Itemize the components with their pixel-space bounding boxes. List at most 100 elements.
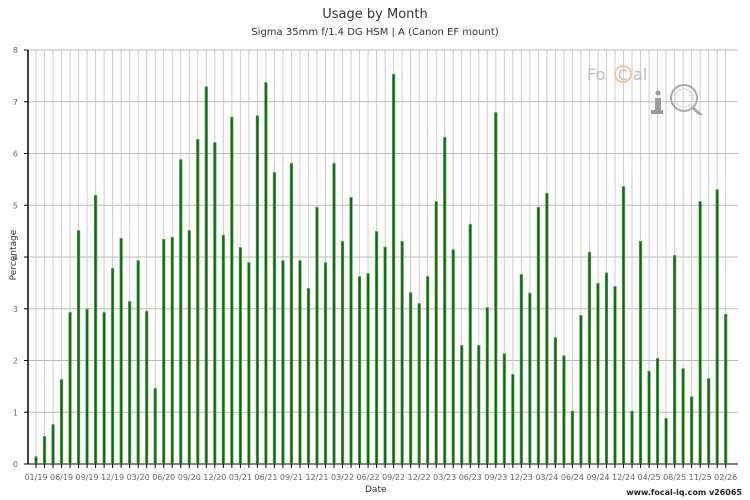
bar-core <box>60 380 63 464</box>
x-tick-label: 09/19 <box>76 473 99 482</box>
y-tick-label: 0 <box>13 460 18 469</box>
bar-core <box>137 261 140 464</box>
bar-core <box>452 250 455 464</box>
bar-core <box>196 140 199 464</box>
x-tick-label: 12/22 <box>408 473 431 482</box>
bar-core <box>435 202 438 465</box>
x-tick-label: 03/20 <box>127 473 150 482</box>
bar-core <box>571 411 574 464</box>
x-tick-label: 09/20 <box>178 473 201 482</box>
bar-core <box>707 379 710 464</box>
x-tick-label: 12/20 <box>203 473 226 482</box>
bar-core <box>145 311 148 464</box>
svg-text:C: C <box>618 68 628 84</box>
bar-core <box>614 286 616 464</box>
x-tick-label: 12/23 <box>510 473 533 482</box>
bar-core <box>239 248 242 464</box>
bar-core <box>443 137 446 464</box>
x-tick-label: 06/20 <box>152 473 175 482</box>
bar-core <box>188 231 191 464</box>
bar-core <box>247 263 250 464</box>
bar-core <box>588 252 591 464</box>
x-tick-label: 12/24 <box>612 473 635 482</box>
bar-core <box>222 235 225 464</box>
bar-core <box>52 425 54 464</box>
x-tick-label: 08/25 <box>663 473 686 482</box>
bar-core <box>341 241 344 464</box>
x-tick-label: 03/21 <box>229 473 252 482</box>
bar-core <box>656 358 659 464</box>
bar-core <box>324 263 327 464</box>
x-tick-label: 06/22 <box>357 473 380 482</box>
bar-core <box>290 163 293 464</box>
bar-core <box>503 354 506 464</box>
bar-core <box>111 268 114 464</box>
bar-core <box>665 418 667 464</box>
bar-core <box>358 277 361 464</box>
footer-watermark: www.focal-iq.com v26065 <box>626 488 742 497</box>
bar-core <box>631 411 633 464</box>
bar-core <box>469 224 472 464</box>
chart-title: Usage by Month <box>322 7 428 22</box>
bar-core <box>316 207 318 465</box>
x-tick-label: 06/19 <box>50 473 73 482</box>
svg-text:al: al <box>633 65 647 84</box>
bar-core <box>171 237 174 464</box>
bar-core <box>597 283 599 464</box>
x-tick-label: 09/24 <box>586 473 609 482</box>
bar-core <box>179 160 182 464</box>
bar-core <box>639 241 642 464</box>
bar-core <box>486 308 489 464</box>
bar-core <box>205 87 208 464</box>
bar-core <box>350 197 352 464</box>
bar-core <box>213 143 216 465</box>
bar-core <box>563 356 565 464</box>
bar-core <box>392 74 395 465</box>
x-tick-label: 01/19 <box>24 473 47 482</box>
bar-core <box>230 117 233 464</box>
bar-core <box>460 345 463 464</box>
y-axis-label: Percentage <box>9 229 19 281</box>
x-tick-label: 09/23 <box>484 473 507 482</box>
bar-core <box>69 312 71 464</box>
bar-core <box>86 309 88 464</box>
bar-core <box>520 275 523 464</box>
bar-core <box>494 113 497 464</box>
x-tick-label: 09/21 <box>280 473 303 482</box>
bar-core <box>545 193 548 464</box>
bar-core <box>648 371 650 464</box>
bar-core <box>384 247 387 464</box>
bar-core <box>528 293 531 464</box>
x-tick-label: 09/22 <box>382 473 405 482</box>
x-tick-label: 03/22 <box>331 473 354 482</box>
bar-core <box>426 277 429 464</box>
bar-core <box>580 315 582 464</box>
bar-core <box>299 261 301 464</box>
bar-core <box>537 207 540 465</box>
bar-core <box>333 163 335 464</box>
bar-core <box>103 312 106 464</box>
x-tick-label: 06/21 <box>254 473 277 482</box>
bar-core <box>273 173 276 464</box>
bar-core <box>673 255 676 464</box>
bar-core <box>265 83 267 465</box>
y-tick-label: 1 <box>13 408 18 417</box>
x-tick-label: 11/25 <box>689 473 712 482</box>
x-tick-label: 12/19 <box>101 473 124 482</box>
x-tick-label: 04/25 <box>638 473 661 482</box>
y-tick-label: 7 <box>13 98 18 107</box>
bar-core <box>94 195 97 464</box>
bar-core <box>128 301 131 464</box>
bar-core <box>375 232 378 464</box>
bar-core <box>409 293 412 464</box>
bar-core <box>622 187 625 465</box>
bar-core <box>162 239 165 464</box>
bar-core <box>699 202 702 465</box>
bar-core <box>256 116 259 464</box>
x-tick-label: 06/23 <box>459 473 482 482</box>
y-tick-label: 8 <box>13 46 18 55</box>
x-tick-label: 12/21 <box>305 473 328 482</box>
y-tick-label: 3 <box>13 305 18 314</box>
bar-core <box>682 369 685 464</box>
